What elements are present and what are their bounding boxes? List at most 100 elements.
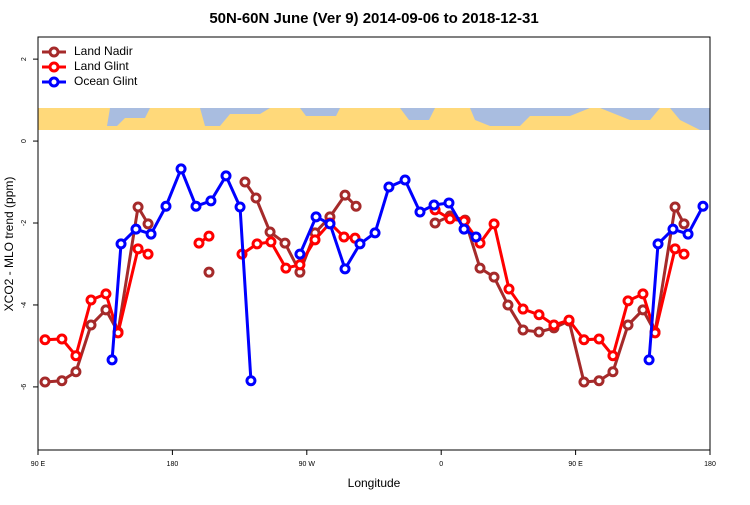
data-point bbox=[251, 238, 263, 250]
x-tick-label: 90 W bbox=[299, 461, 316, 468]
data-point bbox=[428, 199, 440, 211]
data-point bbox=[264, 226, 276, 238]
data-point bbox=[309, 234, 321, 246]
x-tick-label: 0 bbox=[439, 461, 443, 468]
data-point bbox=[399, 174, 411, 186]
data-point bbox=[70, 350, 82, 362]
x-tick-label: 90 E bbox=[568, 461, 583, 468]
legend-marker bbox=[48, 61, 60, 73]
data-point bbox=[488, 218, 500, 230]
data-point bbox=[85, 319, 97, 331]
data-point bbox=[669, 243, 681, 255]
y-tick-label: -2 bbox=[21, 220, 28, 226]
data-point bbox=[100, 288, 112, 300]
data-point bbox=[678, 248, 690, 260]
data-point bbox=[517, 303, 529, 315]
data-point bbox=[132, 201, 144, 213]
data-point bbox=[429, 217, 441, 229]
data-point bbox=[488, 271, 500, 283]
x-tick-label: 90 E bbox=[31, 461, 46, 468]
data-point bbox=[548, 319, 560, 331]
data-point bbox=[533, 326, 545, 338]
data-point bbox=[697, 200, 709, 212]
legend-label: Land Nadir bbox=[74, 44, 133, 58]
data-point bbox=[190, 200, 202, 212]
data-point bbox=[245, 375, 257, 387]
data-point bbox=[669, 201, 681, 213]
data-point bbox=[667, 223, 679, 235]
data-point bbox=[324, 218, 336, 230]
data-point bbox=[350, 200, 362, 212]
data-point bbox=[474, 262, 486, 274]
x-tick-label: 180 bbox=[704, 461, 716, 468]
data-point bbox=[652, 238, 664, 250]
data-point bbox=[643, 354, 655, 366]
map-band bbox=[38, 108, 710, 130]
data-point bbox=[637, 288, 649, 300]
data-point bbox=[369, 227, 381, 239]
data-point bbox=[115, 238, 127, 250]
y-axis-label: XCO2 - MLO trend (ppm) bbox=[2, 177, 16, 312]
data-point bbox=[593, 375, 605, 387]
data-point bbox=[279, 237, 291, 249]
data-point bbox=[205, 195, 217, 207]
data-point bbox=[383, 181, 395, 193]
y-tick-label: 2 bbox=[21, 57, 28, 61]
data-point bbox=[39, 376, 51, 388]
data-point bbox=[622, 319, 634, 331]
data-point bbox=[203, 230, 215, 242]
data-point bbox=[39, 334, 51, 346]
data-point bbox=[354, 238, 366, 250]
data-point bbox=[678, 218, 690, 230]
data-point bbox=[56, 375, 68, 387]
data-point bbox=[607, 366, 619, 378]
data-point bbox=[220, 170, 232, 182]
data-point bbox=[458, 223, 470, 235]
legend-marker bbox=[48, 46, 60, 58]
data-point bbox=[193, 237, 205, 249]
data-point bbox=[414, 206, 426, 218]
x-axis-label: Longitude bbox=[348, 476, 401, 490]
data-point bbox=[85, 294, 97, 306]
series-line bbox=[434, 208, 685, 359]
data-point bbox=[578, 376, 590, 388]
data-point bbox=[106, 354, 118, 366]
data-point bbox=[234, 201, 246, 213]
data-point bbox=[470, 231, 482, 243]
data-point bbox=[142, 248, 154, 260]
plot-frame bbox=[37, 36, 711, 451]
data-point bbox=[444, 213, 456, 225]
legend-label: Ocean Glint bbox=[74, 74, 138, 88]
data-point bbox=[250, 192, 262, 204]
data-point bbox=[145, 228, 157, 240]
data-point bbox=[142, 218, 154, 230]
data-point bbox=[160, 200, 172, 212]
data-point bbox=[517, 324, 529, 336]
data-point bbox=[175, 163, 187, 175]
data-point bbox=[593, 333, 605, 345]
data-point bbox=[280, 262, 292, 274]
data-point bbox=[622, 295, 634, 307]
data-point bbox=[203, 266, 215, 278]
data-point bbox=[310, 211, 322, 223]
data-point bbox=[339, 189, 351, 201]
data-point bbox=[682, 228, 694, 240]
legend-marker bbox=[48, 76, 60, 88]
chart-title: 50N-60N June (Ver 9) 2014-09-06 to 2018-… bbox=[209, 10, 538, 27]
data-point bbox=[294, 259, 306, 271]
data-point bbox=[578, 334, 590, 346]
y-tick-label: 0 bbox=[21, 139, 28, 143]
y-tick-label: -6 bbox=[21, 384, 28, 390]
data-point bbox=[503, 283, 515, 295]
data-point bbox=[607, 350, 619, 362]
data-point bbox=[533, 309, 545, 321]
y-tick-label: -4 bbox=[21, 302, 28, 308]
data-point bbox=[563, 314, 575, 326]
data-point bbox=[239, 176, 251, 188]
data-point bbox=[130, 223, 142, 235]
data-point bbox=[443, 197, 455, 209]
data-point bbox=[338, 231, 350, 243]
data-point bbox=[265, 236, 277, 248]
x-tick-label: 180 bbox=[167, 461, 179, 468]
